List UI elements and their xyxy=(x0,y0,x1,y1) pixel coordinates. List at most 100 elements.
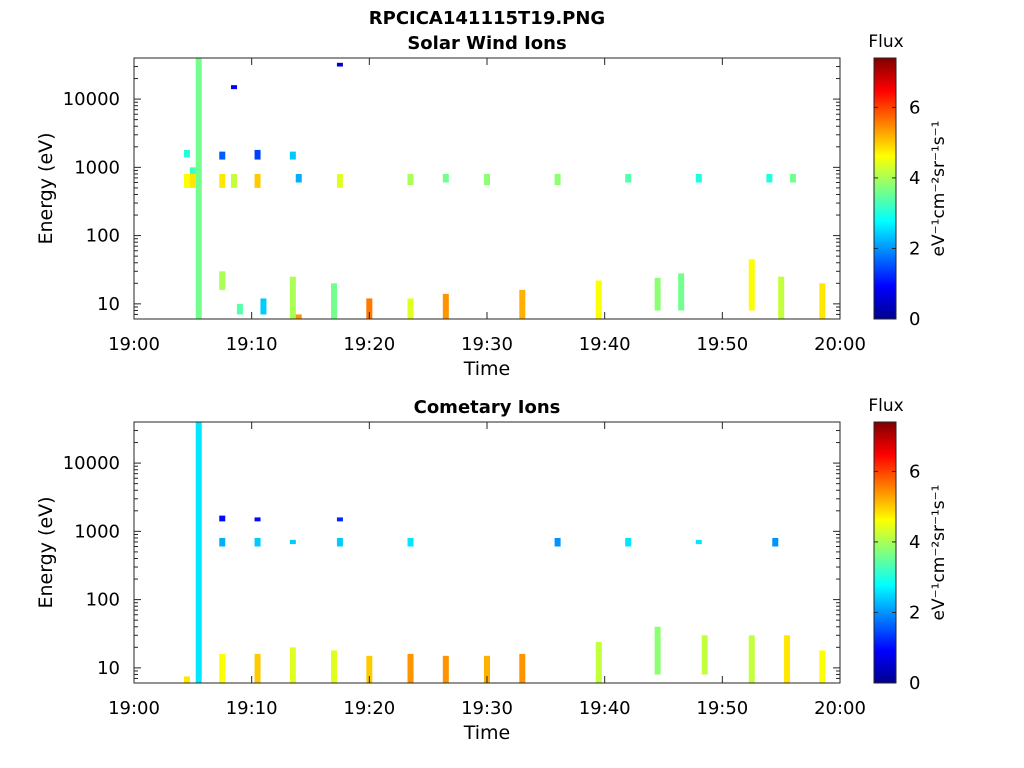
heatmap-cell xyxy=(219,173,226,188)
heatmap-cell xyxy=(336,173,343,188)
y-tick-label: 10000 xyxy=(63,89,120,110)
colorbar-tick-label: 6 xyxy=(909,461,920,482)
heatmap-cell xyxy=(519,289,526,319)
heatmap-cell xyxy=(254,149,261,160)
chart-panel-2: Cometary Ions 19:00 19:10 19:20 19:30 19:40 19… xyxy=(35,396,949,744)
y-tick-label: 10 xyxy=(97,294,120,315)
heatmap-cell xyxy=(407,298,414,319)
y-tick-label: 100 xyxy=(86,590,120,611)
heatmap-cell xyxy=(819,283,826,319)
heatmap-cell xyxy=(695,173,702,183)
heatmap-cell xyxy=(366,298,373,319)
heatmap-cell xyxy=(336,517,343,522)
colorbar-tick-label: 2 xyxy=(909,238,920,259)
heatmap-cell xyxy=(189,173,196,188)
heatmap-cell xyxy=(701,635,708,675)
y-tick-label: 1000 xyxy=(74,157,120,178)
heatmap-cell xyxy=(183,173,190,188)
heatmap-cell xyxy=(189,167,196,174)
heatmap-cell xyxy=(366,655,373,683)
heatmap-cell xyxy=(254,653,261,683)
x-tick-label: 19:00 xyxy=(108,334,160,355)
colorbar-tick-label: 0 xyxy=(909,673,920,694)
heatmap-cell xyxy=(295,173,302,183)
heatmap-cell xyxy=(254,537,261,547)
heatmap-cell xyxy=(331,650,338,683)
heatmap-cell xyxy=(748,259,755,311)
y-tick-label: 10 xyxy=(97,658,120,679)
y-tick-label: 100 xyxy=(86,226,120,247)
heatmap-cell xyxy=(484,655,490,683)
heatmap-cell xyxy=(331,283,338,319)
y-axis-label: Energy (eV) xyxy=(35,496,57,608)
heatmap-cell xyxy=(289,276,296,319)
heatmap-cell xyxy=(766,173,773,183)
x-tick-label: 19:40 xyxy=(579,334,631,355)
heatmap-cells xyxy=(183,58,826,319)
heatmap-cell xyxy=(219,515,226,522)
x-tick-label: 19:30 xyxy=(461,334,513,355)
x-tick-label: 19:20 xyxy=(343,334,395,355)
x-tick-label: 20:00 xyxy=(814,334,866,355)
colorbar-tick-label: 4 xyxy=(909,532,920,553)
colorbar-gradient xyxy=(873,421,897,684)
x-tick-label: 19:40 xyxy=(579,698,631,719)
chart-panel-1: Solar Wind Ions 19:00 19:10 19:20 19:30 19:40… xyxy=(35,32,949,380)
x-tick-label: 19:10 xyxy=(226,698,278,719)
heatmap-cell xyxy=(554,537,561,547)
heatmap-cell xyxy=(295,314,302,319)
heatmap-cell xyxy=(625,537,632,547)
heatmap-cell xyxy=(784,635,791,683)
heatmap-cell xyxy=(772,537,779,547)
heatmap-cell xyxy=(519,653,526,683)
heatmap-cell xyxy=(554,173,561,186)
colorbar: 0 2 4 6 Flux eV⁻¹cm⁻²sr⁻¹s⁻¹ xyxy=(868,396,949,694)
colorbar-gradient xyxy=(873,57,897,320)
heatmap-cell xyxy=(407,653,414,683)
x-tick-label: 19:10 xyxy=(226,334,278,355)
heatmap-cell xyxy=(236,303,243,315)
y-tick-label: 1000 xyxy=(74,521,120,542)
plot-frame xyxy=(133,57,841,320)
x-tick-label: 19:50 xyxy=(696,698,748,719)
heatmap-cell xyxy=(678,273,685,311)
heatmap-cell xyxy=(819,650,826,683)
heatmap-cell xyxy=(231,85,238,90)
x-tick-label: 20:00 xyxy=(814,698,866,719)
colorbar-units: eV⁻¹cm⁻²sr⁻¹s⁻¹ xyxy=(929,121,949,257)
x-tick-label: 19:30 xyxy=(461,698,513,719)
heatmap-cell xyxy=(254,517,261,522)
heatmap-cell xyxy=(625,173,632,183)
heatmap-cell xyxy=(231,173,238,188)
colorbar-tick-label: 0 xyxy=(909,309,920,330)
heatmap-cell xyxy=(778,276,785,319)
x-tick-label: 19:50 xyxy=(696,334,748,355)
colorbar-tick-label: 4 xyxy=(909,168,920,189)
heatmap-cell xyxy=(219,151,226,160)
heatmap-cell xyxy=(442,655,449,683)
heatmap-cell xyxy=(595,280,602,319)
heatmap-cell xyxy=(219,271,226,290)
heatmap-cell xyxy=(595,641,602,683)
chart-title: Solar Wind Ions xyxy=(407,33,566,54)
heatmap-cell xyxy=(219,653,226,683)
heatmap-cell xyxy=(654,626,661,675)
plot-frame xyxy=(133,421,841,684)
heatmap-cell xyxy=(695,539,702,545)
heatmap-cell xyxy=(195,58,202,319)
heatmap-cell xyxy=(442,173,449,183)
heatmap-cell xyxy=(336,62,343,67)
heatmap-cell xyxy=(748,635,755,683)
heatmap-cell xyxy=(183,676,190,683)
heatmap-cell xyxy=(789,173,796,183)
heatmap-cell xyxy=(484,173,490,186)
heatmap-cell xyxy=(336,537,343,547)
heatmap-cells xyxy=(183,422,826,683)
colorbar-tick-label: 2 xyxy=(909,602,920,623)
chart-title: Cometary Ions xyxy=(414,397,561,418)
colorbar-tick-label: 6 xyxy=(909,97,920,118)
x-axis-label: Time xyxy=(463,358,511,380)
figure-title: RPCICA141115T19.PNG xyxy=(368,8,606,29)
colorbar-title: Flux xyxy=(868,396,903,416)
heatmap-cell xyxy=(442,293,449,319)
